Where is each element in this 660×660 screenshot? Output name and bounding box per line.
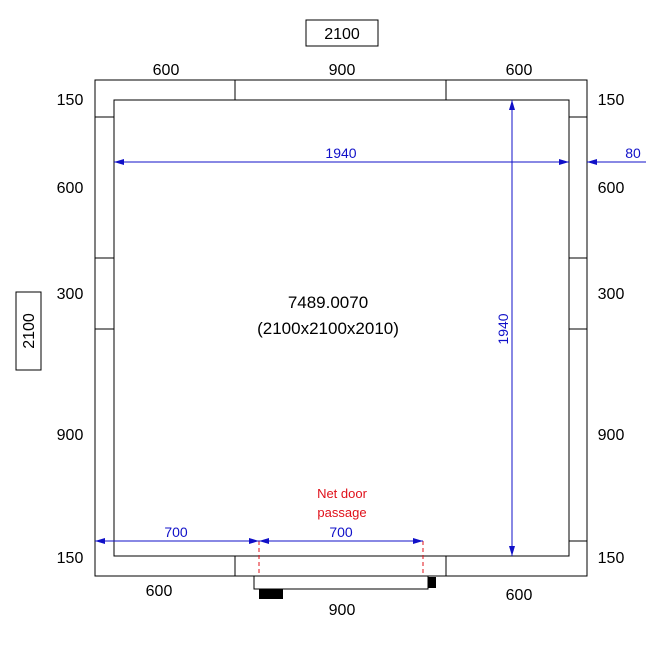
- door-hinge: [259, 589, 283, 599]
- inner-wall: [113, 99, 570, 557]
- inner-width-label: 1940: [325, 145, 356, 161]
- door-leaf: [253, 575, 429, 590]
- right-panel-3: 300: [598, 286, 625, 303]
- right-panel-4: 900: [598, 427, 625, 444]
- top-panel-1: 600: [153, 62, 180, 79]
- right-panel-2: 600: [598, 180, 625, 197]
- overall-depth-box: [15, 291, 42, 371]
- left-panel-2: 600: [57, 180, 84, 197]
- left-panel-1: 150: [57, 92, 84, 109]
- model-code: 7489.0070: [288, 293, 368, 312]
- wall-thickness-label: 80: [625, 145, 641, 161]
- model-dimensions: (2100x2100x2010): [257, 319, 399, 338]
- left-panel-3: 300: [57, 286, 84, 303]
- overall-depth-label: 2100: [21, 313, 38, 349]
- door-label-line1: Net door: [317, 486, 368, 501]
- door-handle: [428, 577, 436, 588]
- door-label-line2: passage: [317, 505, 366, 520]
- top-panel-2: 900: [329, 62, 356, 79]
- left-panel-4: 900: [57, 427, 84, 444]
- panel-joints: [95, 80, 587, 576]
- inner-depth-label: 1940: [495, 313, 511, 344]
- right-panel-1: 150: [598, 92, 625, 109]
- right-panel-5: 150: [598, 550, 625, 567]
- bottom-panel-2: 900: [329, 602, 356, 619]
- left-panel-5: 150: [57, 550, 84, 567]
- door-passage-label: 700: [329, 524, 353, 540]
- overall-width-box: [305, 19, 379, 47]
- top-panel-3: 600: [506, 62, 533, 79]
- overall-width-label: 2100: [324, 26, 360, 43]
- bottom-panel-3: 600: [506, 587, 533, 604]
- door-offset-label: 700: [164, 524, 188, 540]
- bottom-panel-1: 600: [146, 583, 173, 600]
